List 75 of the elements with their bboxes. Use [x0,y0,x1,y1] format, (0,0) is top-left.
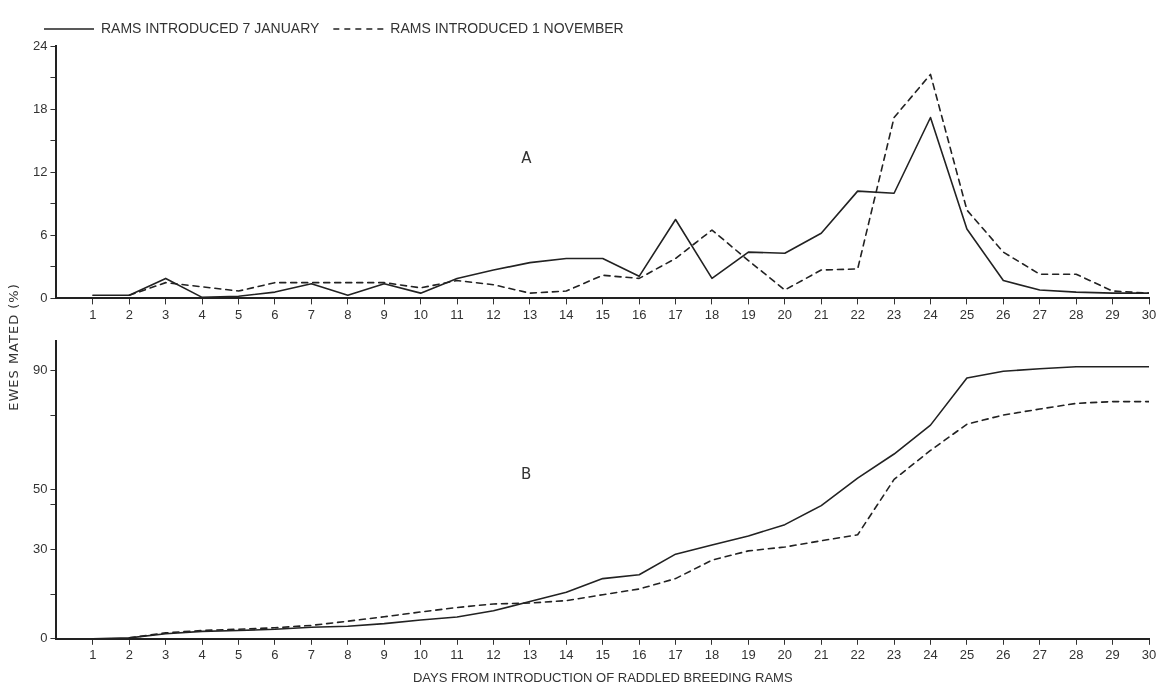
x-tick-label: 5 [234,647,243,663]
y-tick-label: 18 [32,100,48,116]
x-tick-label: 22 [850,306,865,322]
x-tick-label: 24 [923,647,938,663]
x-tick-label: 19 [741,647,756,663]
x-tick-label: 23 [886,647,902,663]
x-tick-label: 26 [996,647,1011,663]
x-tick-label: 27 [1032,306,1047,322]
x-tick-label: 25 [959,306,975,322]
legend-label: RAMS INTRODUCED 7 JANUARY [101,19,320,36]
y-tick-label: 12 [32,163,48,179]
x-tick-label: 18 [704,647,720,663]
x-tick-label: 20 [777,647,793,663]
y-tick-label: 0 [40,289,48,305]
y-tick-label: 24 [32,37,48,53]
x-tick-label: 3 [162,306,170,322]
x-tick-label: 23 [886,306,902,322]
x-tick-label: 30 [1141,647,1157,663]
x-axis-title: DAYS FROM INTRODUCTION OF RADDLED BREEDING RAMS [412,669,793,685]
x-tick-label: 26 [996,306,1011,322]
x-tick-label: 6 [271,306,279,322]
x-tick-label: 28 [1068,306,1084,322]
x-tick-label: 24 [923,306,938,322]
x-tick-label: 9 [380,647,388,663]
x-tick-label: 3 [162,647,170,663]
x-tick-label: 2 [125,647,133,663]
x-tick-label: 15 [595,306,610,322]
x-tick-label: 16 [631,647,647,663]
x-tick-label: 13 [522,306,538,322]
x-tick-label: 11 [450,306,464,322]
x-tick-label: 15 [595,647,610,663]
x-tick-label: 1 [89,306,97,322]
x-tick-label: 12 [486,306,501,322]
x-tick-label: 2 [125,306,133,322]
x-tick-label: 27 [1032,647,1047,663]
x-tick-label: 11 [450,647,464,663]
x-tick-label: 17 [668,647,683,663]
x-tick-label: 21 [814,306,829,322]
x-tick-label: 21 [814,647,829,663]
x-tick-label: 5 [234,306,243,322]
y-tick-label: 50 [32,481,48,497]
x-tick-label: 14 [559,647,574,663]
y-tick-label: 0 [40,630,48,646]
x-tick-label: 28 [1068,647,1084,663]
x-tick-label: 13 [522,647,538,663]
x-tick-label: 29 [1105,647,1120,663]
legend-label: RAMS INTRODUCED 1 NOVEMBER [390,19,624,36]
x-tick-label: 4 [198,647,206,663]
x-tick-label: 9 [380,306,388,322]
x-tick-label: 17 [668,306,683,322]
x-tick-label: 6 [271,647,279,663]
y-axis-title: EWES MATED (%) [6,283,22,411]
x-tick-label: 18 [704,306,720,322]
x-tick-label: 20 [777,306,793,322]
y-tick-label: 6 [40,226,48,242]
x-tick-label: 4 [198,306,206,322]
annotation: A [521,149,533,168]
y-tick-label: 30 [32,540,48,556]
y-tick-label: 90 [32,362,48,378]
x-tick-label: 12 [486,647,501,663]
x-tick-label: 30 [1141,306,1157,322]
x-tick-label: 8 [344,647,352,663]
x-tick-label: 16 [631,306,647,322]
x-tick-label: 10 [413,306,428,322]
x-tick-label: 29 [1105,306,1120,322]
x-tick-label: 22 [850,647,865,663]
x-tick-label: 1 [89,647,97,663]
x-tick-label: 10 [413,647,428,663]
x-tick-label: 7 [307,647,315,663]
x-tick-label: 19 [741,306,756,322]
x-tick-label: 8 [344,306,352,322]
annotation: B [521,464,532,483]
x-tick-label: 7 [307,306,315,322]
x-tick-label: 25 [959,647,975,663]
x-tick-label: 14 [559,306,574,322]
